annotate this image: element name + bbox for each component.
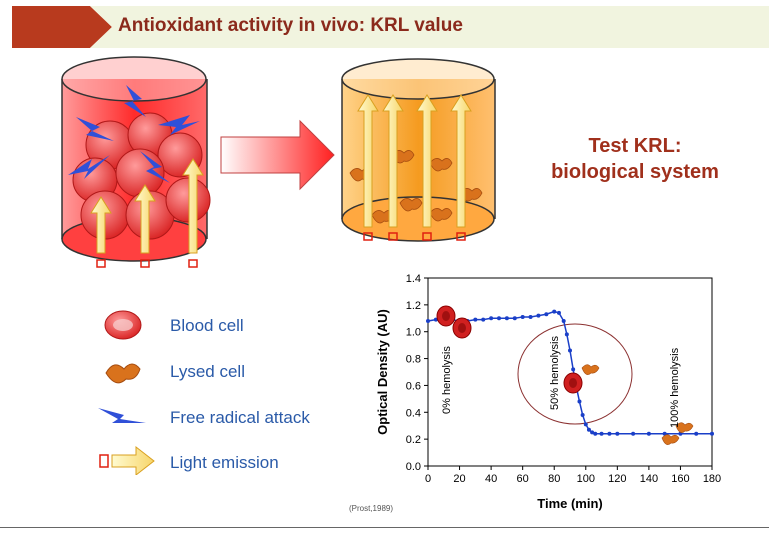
highlight-circle [517, 323, 633, 425]
data-point [512, 316, 517, 321]
annotation-50-hemolysis: 50% hemolysis [549, 336, 561, 410]
page-title: Antioxidant activity in vivo: KRL value [118, 15, 463, 36]
legend-light-emission: Light emission [170, 453, 279, 472]
cylinder-illustration [61, 56, 496, 268]
blood-cell-icon [104, 310, 142, 340]
data-point [473, 317, 478, 322]
data-point [481, 317, 486, 322]
data-point [646, 431, 651, 436]
data-point [561, 318, 566, 323]
x-tick-label: 80 [548, 473, 560, 485]
data-point [615, 431, 620, 436]
annotation-0-hemolysis: 0% hemolysis [441, 346, 453, 414]
data-point [583, 422, 588, 427]
x-tick-label: 60 [517, 473, 529, 485]
x-tick-label: 100 [577, 473, 595, 485]
transition-arrow-icon [220, 119, 335, 191]
x-tick-label: 20 [453, 473, 465, 485]
data-point [497, 316, 501, 321]
y-axis: 0.0 0.2 0.4 0.6 0.8 1.0 1.2 1.4 [406, 273, 428, 473]
annotation-100-hemolysis: 100% hemolysis [669, 347, 681, 428]
bottom-divider [0, 527, 769, 528]
x-tick-label: 120 [608, 473, 626, 485]
data-point [426, 318, 430, 323]
lightning-icon [98, 408, 146, 423]
title-band [12, 6, 769, 48]
x-tick-label: 140 [640, 473, 658, 485]
y-axis-label: Optical Density (AU) [375, 309, 390, 435]
x-tick-label: 160 [671, 473, 689, 485]
data-point [577, 399, 582, 404]
y-tick-label: 1.4 [406, 273, 421, 285]
data-point [544, 312, 549, 317]
x-tick-label: 40 [485, 473, 497, 485]
y-tick-label: 0.2 [406, 434, 421, 446]
data-point [520, 314, 525, 319]
citation: (Prost,1989) [349, 504, 394, 513]
y-tick-label: 0.4 [406, 407, 421, 419]
lysed-cell-cylinder [341, 58, 496, 242]
data-point [564, 332, 569, 337]
data-point [593, 431, 598, 436]
y-tick-label: 1.0 [406, 327, 421, 339]
x-tick-label: 180 [703, 473, 721, 485]
chart-blood-cell-icons [436, 305, 583, 394]
data-point [528, 314, 533, 319]
data-point [504, 316, 509, 321]
light-arrow-icon [99, 445, 155, 475]
data-point [607, 431, 612, 436]
y-tick-label: 0.0 [406, 461, 421, 473]
y-tick-label: 0.8 [406, 354, 421, 366]
hemolysis-chart: 0 20 40 60 80 100 120 140 160 180 0.0 0.2 0.4 0.6 0.8… [375, 273, 721, 511]
y-tick-label: 1.2 [406, 300, 421, 312]
data-point [556, 310, 561, 315]
legend-lysed-cell: Lysed cell [170, 362, 245, 381]
data-point [571, 367, 576, 372]
data-point [580, 412, 585, 417]
legend-blood-cell: Blood cell [170, 316, 244, 335]
data-point [568, 348, 572, 353]
lysed-cell-icon [105, 363, 141, 384]
data-point [599, 431, 604, 436]
x-tick-label: 0 [425, 473, 431, 485]
x-axis: 0 20 40 60 80 100 120 140 160 180 [425, 466, 721, 485]
data-point [631, 431, 636, 436]
x-axis-label: Time (min) [537, 496, 603, 511]
test-krl-line1: Test KRL: [588, 135, 682, 157]
data-point [590, 430, 595, 435]
data-point [536, 313, 541, 318]
data-point [552, 309, 557, 314]
data-point [710, 431, 714, 436]
data-point [694, 431, 699, 436]
test-krl-line2: biological system [551, 161, 719, 183]
data-point [586, 427, 591, 432]
data-point [489, 316, 494, 321]
chart-lysed-cell-icons [581, 364, 694, 445]
legend-icons [98, 310, 155, 475]
blood-cell-cylinder [61, 56, 211, 268]
legend-free-radical: Free radical attack [170, 408, 310, 427]
y-tick-label: 0.6 [406, 380, 421, 392]
test-krl-label: Test KRL: biological system [530, 133, 740, 185]
